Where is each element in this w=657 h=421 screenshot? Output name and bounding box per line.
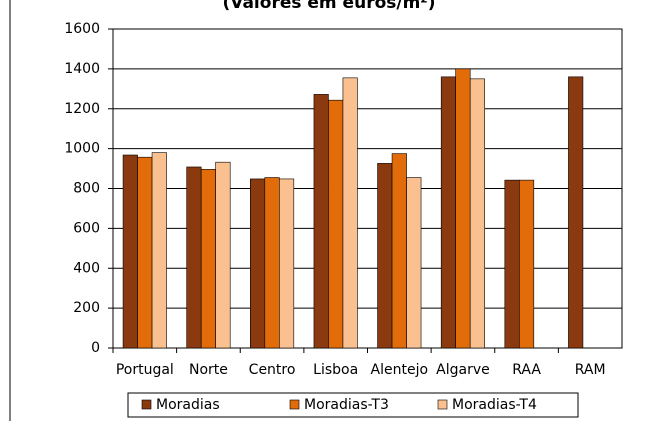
y-tick-label: 1600 bbox=[64, 21, 100, 37]
y-tick-label: 400 bbox=[73, 260, 100, 276]
x-tick-label: Algarve bbox=[436, 362, 490, 378]
x-tick-label: RAM bbox=[575, 362, 606, 378]
legend-box bbox=[127, 392, 579, 418]
bar bbox=[519, 179, 535, 349]
bar bbox=[264, 177, 280, 349]
bar bbox=[250, 178, 266, 349]
bar bbox=[568, 76, 584, 349]
y-tick-label: 800 bbox=[73, 181, 100, 197]
bar bbox=[455, 68, 471, 349]
bar bbox=[504, 179, 520, 349]
bar bbox=[440, 76, 456, 349]
legend-swatch bbox=[289, 399, 300, 410]
legend-label: Moradias bbox=[156, 397, 220, 413]
y-tick-label: 1200 bbox=[64, 101, 100, 117]
legend-swatch bbox=[437, 399, 448, 410]
bar bbox=[279, 178, 295, 349]
bar bbox=[215, 161, 231, 349]
y-tick-label: 1000 bbox=[64, 141, 100, 157]
x-tick-label: Norte bbox=[189, 362, 228, 378]
bar bbox=[137, 156, 153, 349]
bar bbox=[391, 153, 407, 349]
chart-title: (Valores em euros/m²) bbox=[222, 0, 435, 13]
legend-label: Moradias-T4 bbox=[452, 397, 537, 413]
x-tick-label: Lisboa bbox=[313, 362, 358, 378]
legend-label: Moradias-T3 bbox=[304, 397, 389, 413]
y-tick-label: 0 bbox=[91, 340, 100, 356]
y-tick-label: 1400 bbox=[64, 61, 100, 77]
bar bbox=[469, 78, 485, 349]
bar bbox=[377, 163, 393, 349]
bar bbox=[122, 154, 138, 349]
bar bbox=[186, 166, 202, 349]
x-tick-label: Centro bbox=[249, 362, 296, 378]
bar bbox=[313, 94, 329, 349]
bar bbox=[406, 177, 422, 349]
x-tick-label: Portugal bbox=[116, 362, 174, 378]
bar bbox=[151, 152, 167, 349]
bar bbox=[328, 99, 344, 349]
x-tick-label: Alentejo bbox=[371, 362, 429, 378]
y-tick-label: 600 bbox=[73, 220, 100, 236]
y-tick-label: 200 bbox=[73, 300, 100, 316]
x-tick-label: RAA bbox=[512, 362, 541, 378]
bar bbox=[200, 169, 216, 349]
legend-swatch bbox=[141, 399, 152, 410]
bar bbox=[342, 77, 358, 349]
